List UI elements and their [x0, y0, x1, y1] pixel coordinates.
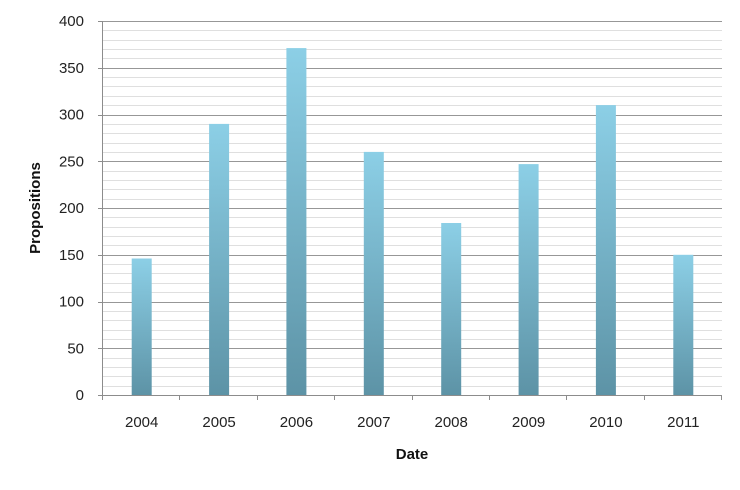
y-tick-label: 0 [76, 387, 84, 404]
x-tick-labels: 2004 2005 2006 2007 2008 2009 2010 2011 [125, 414, 699, 431]
bar-2009 [518, 164, 539, 395]
x-tick-label: 2005 [202, 414, 235, 431]
y-tick-label: 150 [59, 247, 84, 264]
x-tick-label: 2009 [512, 414, 545, 431]
x-tick-label: 2007 [357, 414, 390, 431]
x-tick-label: 2004 [125, 414, 158, 431]
y-tick-label: 50 [67, 340, 84, 357]
bar-2004 [131, 258, 152, 395]
y-tick-label: 350 [59, 60, 84, 77]
bar-2010 [595, 105, 616, 395]
bar-2008 [441, 223, 462, 395]
bar-2011 [673, 254, 694, 396]
bar-2007 [363, 151, 384, 395]
y-tick-label: 300 [59, 107, 84, 124]
grid-lines [103, 21, 722, 387]
y-axis-title: Propositions [27, 162, 44, 254]
y-tick-label: 250 [59, 153, 84, 170]
x-tick-label: 2011 [667, 414, 699, 431]
x-tick-label: 2010 [589, 414, 622, 431]
y-tick-labels: 0 50 100 150 200 250 300 350 400 [59, 13, 84, 404]
x-tick-label: 2006 [280, 414, 313, 431]
x-axis-title: Date [396, 446, 429, 463]
y-tick-label: 400 [59, 13, 84, 30]
bars [131, 48, 694, 396]
y-tick-label: 100 [59, 294, 84, 311]
bar-2006 [286, 48, 307, 395]
bar-2005 [209, 123, 230, 396]
axes [98, 21, 722, 400]
y-tick-label: 200 [59, 200, 84, 217]
x-tick-label: 2008 [435, 414, 468, 431]
